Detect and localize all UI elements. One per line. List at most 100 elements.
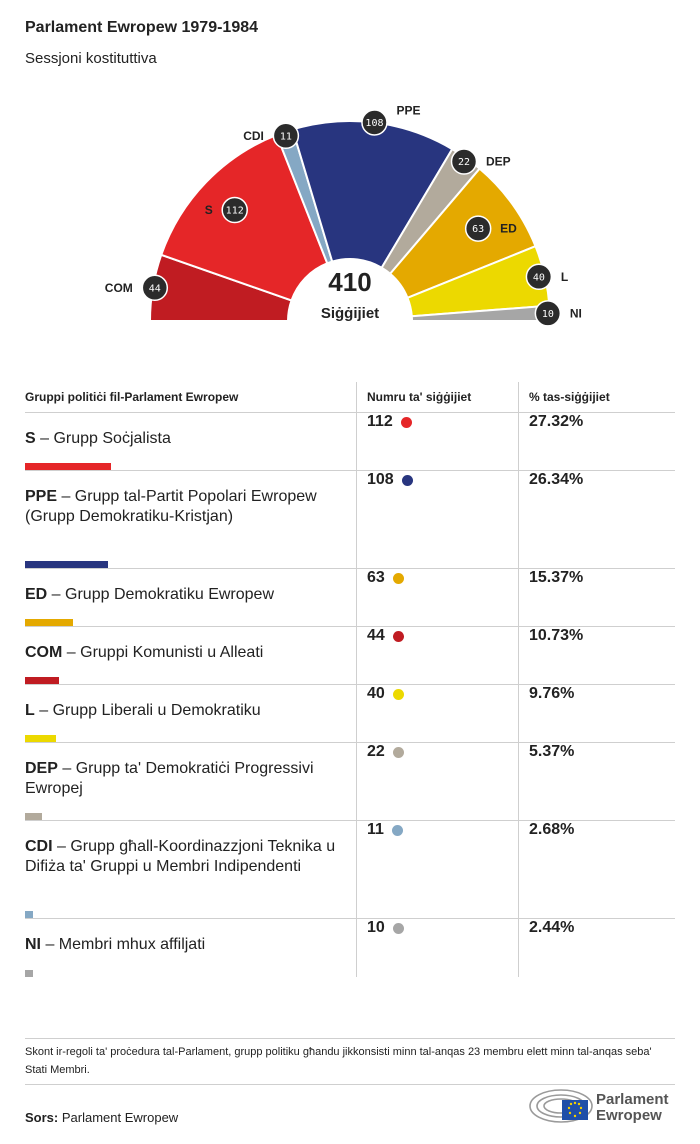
group-label: NI [570,306,582,320]
seat-badge [272,122,300,150]
seat-count: 112 [367,413,393,430]
seats-cell: 108 [356,470,519,569]
group-name: PPE – Grupp tal-Partit Popolari Ewropew … [25,471,340,527]
percent-cell: 2.68% [518,820,675,919]
seat-count: 108 [367,471,394,488]
table-row: DEP – Grupp ta' Demokratiċi Progressivi … [25,742,675,821]
percent-cell: 10.73% [518,626,675,685]
groups-table: Gruppi politiċi fil-Parlament Ewropew Nu… [25,382,675,977]
group-abbr: PPE [25,488,58,505]
group-fullname: – Grupp tal-Partit Popolari Ewropew (Gru… [25,488,317,525]
seat-percent: 26.34% [529,471,584,488]
hemicycle-chart: 44 COM 112 S 11 CDI 108 PPE 22 DEP 63 ED 40 L 10 NI 410… [105,104,582,335]
source-value: Parlament Ewropew [61,1110,179,1125]
table-row: CDI – Grupp għall-Koordinazzjoni Teknika… [25,820,675,919]
hemicycle-logo-icon [529,1089,593,1123]
col-header-percent: % tas-siġġijiet [518,382,675,413]
logo-text: Parlament Ewropew [596,1092,669,1124]
percent-cell: 15.37% [518,568,675,627]
group-fullname: – Grupp għall-Koordinazzjoni Teknika u D… [25,838,336,875]
group-fullname: – Membri mhux affiljati [41,936,206,953]
group-name: COM – Gruppi Komunisti u Alleati [25,627,340,663]
seat-badge-value: 10 [542,309,554,320]
seat-count: 44 [367,627,385,644]
group-color-dot [392,630,404,642]
group-label: PPE [396,104,420,118]
group-name-cell: ED – Grupp Demokratiku Ewropew [25,568,357,627]
seat-count: 40 [367,685,385,702]
col-header-group: Gruppi politiċi fil-Parlament Ewropew [25,382,357,413]
seats-cell: 63 [356,568,519,627]
group-fullname: – Grupp Liberali u Demokratiku [34,702,261,719]
group-abbr: CDI [25,838,53,855]
seat-badge-value: 44 [149,283,161,294]
total-seats: 410 [328,267,371,297]
source-label: Sors: [25,1110,59,1125]
seats-cell: 44 [356,626,519,685]
seats-cell: 112 [356,412,519,471]
group-color-dot [392,922,404,934]
seats-cell: 11 [356,820,519,919]
group-fullname: – Grupp ta' Demokratiċi Progressivi Ewro… [25,760,314,797]
chart-title: Parlament Ewropew 1979-1984 [25,19,259,36]
group-label: ED [500,222,517,236]
table-row: COM – Gruppi Komunisti u Alleati 44 10.73% [25,626,675,685]
ep-logo: Parlament Ewropew [528,1084,680,1128]
group-color-dot [392,746,404,758]
seat-percent: 2.44% [529,919,575,936]
seat-count: 22 [367,743,385,760]
seats-cell: 40 [356,684,519,743]
share-bar [25,619,74,626]
group-name: L – Grupp Liberali u Demokratiku [25,685,340,721]
seat-badge-value: 112 [226,206,244,217]
seat-percent: 2.68% [529,821,575,838]
hemicycle-center [288,259,412,335]
percent-cell: 26.34% [518,470,675,569]
seats-cell: 22 [356,742,519,821]
seats-cell: 10 [356,918,519,977]
seat-badge [525,263,553,291]
percent-cell: 9.76% [518,684,675,743]
group-color-dot [392,688,404,700]
seat-badge [361,109,388,136]
share-bar [25,677,59,684]
group-label: COM [105,281,133,295]
group-abbr: NI [25,936,41,953]
group-fullname: – Grupp Demokratiku Ewropew [47,586,274,603]
share-bar [25,735,56,742]
seat-badge-value: 11 [280,131,292,142]
group-name: ED – Grupp Demokratiku Ewropew [25,569,340,605]
group-label: CDI [243,129,264,143]
group-name-cell: L – Grupp Liberali u Demokratiku [25,684,357,743]
group-name-cell: NI – Membri mhux affiljati [25,919,357,977]
seat-badge-value: 22 [458,157,470,168]
percent-cell: 5.37% [518,742,675,821]
group-color-dot [401,474,413,486]
seat-count: 11 [367,821,384,838]
share-bar [25,911,34,918]
seat-badge [450,148,478,175]
group-name-cell: CDI – Grupp għall-Koordinazzjoni Teknika… [25,820,357,919]
table-row: NI – Membri mhux affiljati 10 2.44% [25,918,675,977]
share-bar [25,813,42,820]
table-row: S – Grupp Soċjalista 112 27.32% [25,412,675,471]
share-bar [25,969,33,977]
table-row: ED – Grupp Demokratiku Ewropew 63 15.37% [25,568,675,627]
seat-badge [464,215,492,242]
seat-badge-value: 108 [365,118,383,129]
group-name: DEP – Grupp ta' Demokratiċi Progressivi … [25,743,340,799]
group-abbr: COM [25,644,63,661]
seat-badge-value: 63 [472,224,484,235]
group-color-dot [400,416,412,428]
group-abbr: L [25,702,35,719]
seat-badge [141,274,169,302]
percent-cell: 27.32% [518,412,675,471]
group-name: S – Grupp Soċjalista [25,413,340,449]
group-label: L [561,270,568,284]
seat-badge [534,300,562,327]
group-color-dot [391,824,403,836]
group-name: CDI – Grupp għall-Koordinazzjoni Teknika… [25,821,340,877]
group-label: DEP [486,155,511,169]
col-header-seats: Numru ta' siġġijiet [356,382,519,413]
group-name-cell: S – Grupp Soċjalista [25,412,357,471]
